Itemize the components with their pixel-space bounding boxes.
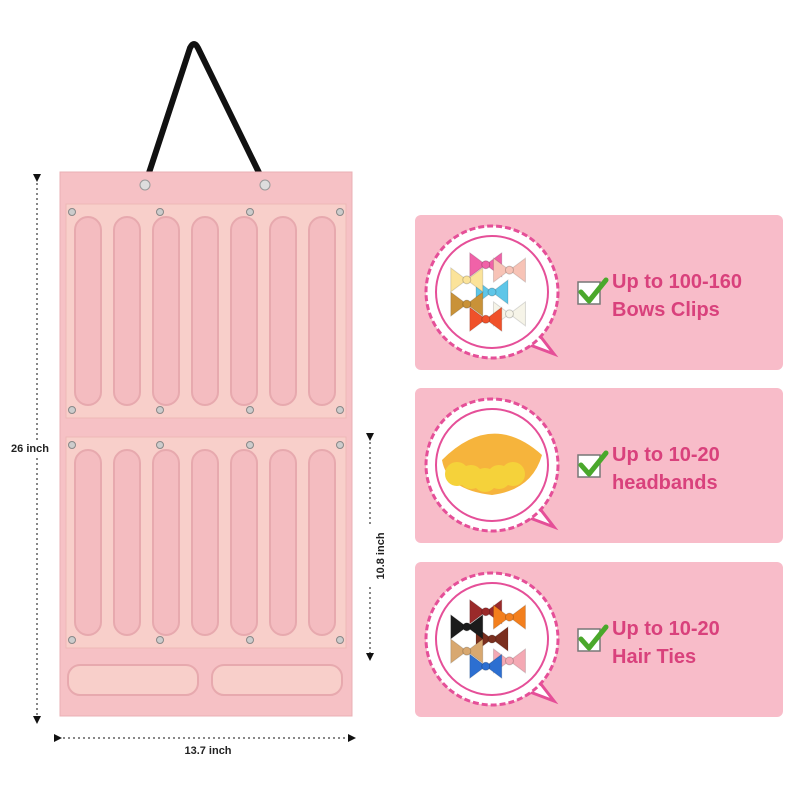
height-label: 26 inch [11, 443, 49, 455]
pocket-label: 10.8 inch [375, 532, 387, 579]
feature-card: Up to 10-20 headbands [415, 388, 783, 543]
bow [492, 604, 526, 631]
bow [492, 257, 526, 284]
slot [152, 449, 180, 636]
rivet [336, 406, 344, 414]
strap [142, 41, 268, 187]
feature-card: Up to 100-160 Bows Clips [415, 215, 783, 370]
check [578, 450, 609, 477]
bow-knot [504, 265, 514, 275]
rivet [246, 208, 254, 216]
rivet [336, 636, 344, 644]
slot [191, 449, 219, 636]
organizer [59, 171, 353, 717]
rivet [68, 636, 76, 644]
bow-knot [481, 607, 491, 617]
bow-knot [481, 314, 491, 324]
card-line2: Bows Clips [612, 299, 720, 321]
strip [67, 664, 199, 696]
bow-knot [504, 656, 514, 666]
slot [74, 216, 102, 406]
rivet [68, 208, 76, 216]
slot [113, 216, 141, 406]
card-line1: Up to 10-20 [612, 618, 720, 640]
rivet [246, 406, 254, 414]
rivet [156, 441, 164, 449]
rivet [246, 636, 254, 644]
card-line1: Up to 10-20 [612, 444, 720, 466]
bow-knot [462, 646, 472, 656]
flower [501, 462, 525, 486]
rivet [68, 441, 76, 449]
slot [191, 216, 219, 406]
card-line2: headbands [612, 472, 718, 494]
slot [308, 216, 336, 406]
slot [113, 449, 141, 636]
bow-knot [487, 634, 497, 644]
rivet [336, 208, 344, 216]
card-line2: Hair Ties [612, 646, 696, 668]
check [578, 624, 609, 651]
slot [269, 216, 297, 406]
feature-card: Up to 10-20 Hair Ties [415, 562, 783, 717]
bow-knot [462, 622, 472, 632]
rivet [156, 406, 164, 414]
bow [450, 613, 484, 640]
strip [211, 664, 343, 696]
bow-knot [481, 661, 491, 671]
bow [450, 266, 484, 293]
bow-knot [462, 275, 472, 285]
rivet [156, 636, 164, 644]
slot [152, 216, 180, 406]
slot [308, 449, 336, 636]
rivet [246, 441, 254, 449]
card-line1: Up to 100-160 [612, 271, 742, 293]
bow-knot [487, 287, 497, 297]
rivet [68, 406, 76, 414]
bow-knot [462, 299, 472, 309]
width-label: 13.7 inch [184, 745, 231, 757]
slot [230, 216, 258, 406]
slot [269, 449, 297, 636]
rivet [156, 208, 164, 216]
bow [450, 291, 484, 318]
bow-knot [504, 309, 514, 319]
rivet [336, 441, 344, 449]
check [578, 277, 609, 304]
slot [74, 449, 102, 636]
bow [450, 638, 484, 665]
bow-knot [504, 612, 514, 622]
bow-knot [481, 260, 491, 270]
slot [230, 449, 258, 636]
